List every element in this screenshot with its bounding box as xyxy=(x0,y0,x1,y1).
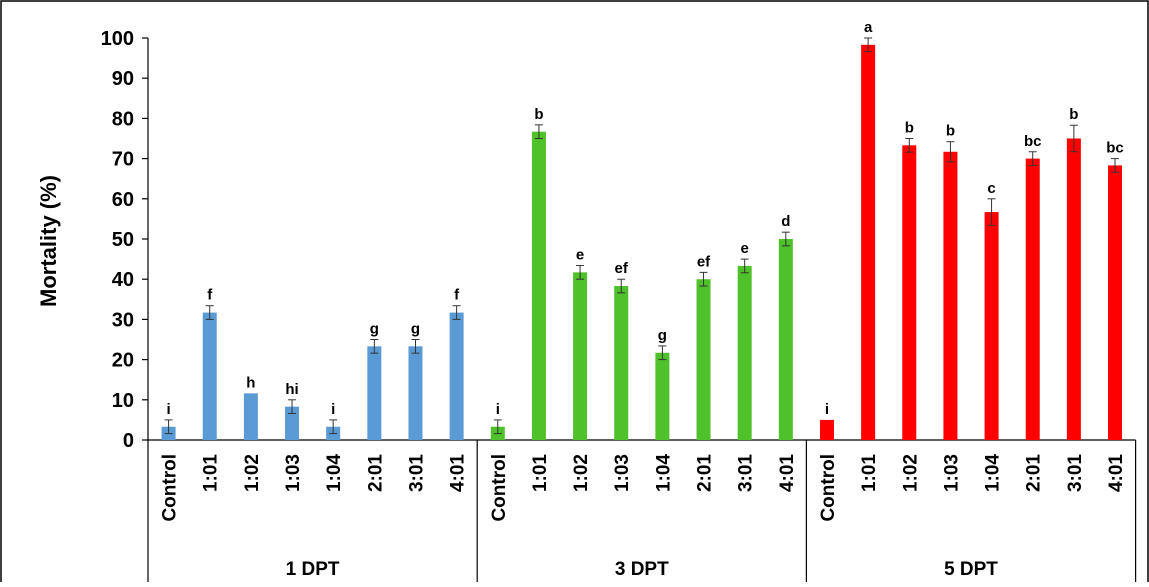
x-tick-label: 2:01 xyxy=(1024,454,1045,492)
y-tick-label: 30 xyxy=(112,309,134,331)
x-tick-label: Control xyxy=(160,454,181,522)
significance-letter: i xyxy=(331,401,335,418)
x-tick-label: 2:01 xyxy=(695,454,716,492)
bar xyxy=(408,346,423,440)
bar xyxy=(819,419,834,440)
significance-letter: bc xyxy=(1106,140,1124,157)
significance-letter: ef xyxy=(697,253,711,270)
bar xyxy=(861,44,876,441)
bar xyxy=(902,145,917,441)
group-label: 1 DPT xyxy=(286,559,340,580)
bar xyxy=(696,279,711,440)
bar xyxy=(367,346,382,440)
bar xyxy=(943,151,958,441)
x-tick-label: 1:02 xyxy=(900,454,921,492)
significance-letter: g xyxy=(658,327,667,344)
x-tick-label: 1:03 xyxy=(941,454,962,492)
significance-letter: g xyxy=(411,321,420,338)
y-tick-label: 10 xyxy=(112,390,134,412)
x-tick-label: 3:01 xyxy=(736,454,757,492)
significance-letter: ef xyxy=(615,260,629,277)
x-tick-label: 1:02 xyxy=(571,454,592,492)
bar xyxy=(778,239,793,440)
significance-letter: g xyxy=(370,321,379,338)
x-tick-label: 1:02 xyxy=(242,454,263,492)
bar xyxy=(1066,138,1081,440)
x-tick-label: 3:01 xyxy=(406,454,427,492)
y-tick-label: 60 xyxy=(112,189,134,211)
bar xyxy=(1108,165,1123,440)
x-tick-label: Control xyxy=(818,454,839,522)
group-label: 5 DPT xyxy=(944,559,998,580)
x-tick-label: 1:04 xyxy=(324,454,345,492)
y-tick-label: 50 xyxy=(112,229,134,251)
significance-letter: i xyxy=(825,401,829,418)
significance-letter: f xyxy=(207,287,213,304)
x-tick-label: 1:01 xyxy=(859,454,880,492)
significance-letter: i xyxy=(496,401,500,418)
x-tick-label: 3:01 xyxy=(1065,454,1086,492)
x-tick-label: 4:01 xyxy=(1106,454,1127,492)
x-tick-label: 2:01 xyxy=(365,454,386,492)
significance-letter: e xyxy=(576,247,584,264)
significance-letter: c xyxy=(987,180,995,197)
bar xyxy=(1025,158,1040,440)
y-tick-label: 80 xyxy=(112,108,134,130)
x-tick-label: 1:04 xyxy=(983,454,1004,492)
x-tick-label: 4:01 xyxy=(777,454,798,492)
x-tick-label: 1:03 xyxy=(283,454,304,492)
x-tick-label: 1:04 xyxy=(653,454,674,492)
x-tick-label: 1:03 xyxy=(612,454,633,492)
x-tick-label: 1:01 xyxy=(530,454,551,492)
y-tick-label: 90 xyxy=(112,68,134,90)
significance-letter: d xyxy=(781,213,790,230)
significance-letter: i xyxy=(166,401,170,418)
bar xyxy=(984,212,999,440)
significance-letter: h xyxy=(246,374,255,391)
y-tick-label: 0 xyxy=(123,430,134,452)
bar xyxy=(737,265,752,440)
x-tick-label: Control xyxy=(489,454,510,522)
significance-letter: a xyxy=(864,19,873,36)
bar xyxy=(449,312,464,440)
y-tick-label: 20 xyxy=(112,350,134,372)
y-axis-label: Mortality (%) xyxy=(36,175,61,307)
significance-letter: b xyxy=(946,123,955,140)
significance-letter: f xyxy=(454,287,460,304)
significance-letter: bc xyxy=(1024,133,1042,150)
significance-letter: b xyxy=(1069,106,1078,123)
x-tick-label: 1:01 xyxy=(201,454,222,492)
bar xyxy=(573,272,588,440)
y-tick-label: 40 xyxy=(112,269,134,291)
bar xyxy=(202,312,217,440)
x-tick-label: 4:01 xyxy=(448,454,469,492)
bar xyxy=(243,393,258,440)
bar xyxy=(655,352,670,440)
significance-letter: e xyxy=(741,240,749,257)
bar xyxy=(285,406,300,440)
significance-letter: b xyxy=(534,106,543,123)
y-tick-label: 100 xyxy=(101,28,134,50)
group-label: 3 DPT xyxy=(615,559,669,580)
bar xyxy=(614,286,629,440)
y-tick-label: 70 xyxy=(112,149,134,171)
significance-letter: b xyxy=(905,120,914,137)
significance-letter: hi xyxy=(285,381,298,398)
bar xyxy=(531,131,546,440)
